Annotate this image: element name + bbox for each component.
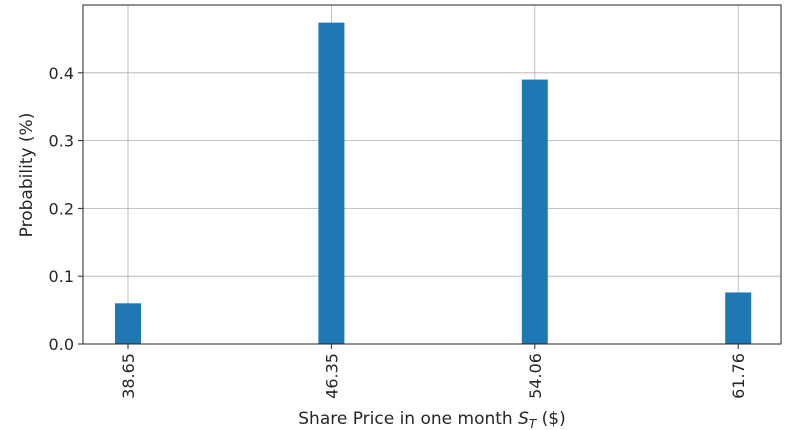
y-tick-label: 0.2 [49, 199, 74, 218]
y-tick-label: 0.1 [49, 267, 74, 286]
x-tick-label: 54.06 [526, 353, 545, 399]
x-tick-label: 38.65 [119, 353, 138, 399]
x-axis-label: Share Price in one month ST ($) [298, 409, 565, 430]
bar-46.35 [318, 22, 345, 345]
plot-frame [82, 4, 782, 345]
bar-38.65 [115, 303, 141, 344]
x-axis-ticks: 38.65 46.35 54.06 61.76 [119, 344, 748, 399]
grid-lines [83, 5, 781, 345]
x-axis-label-var: S [518, 409, 529, 429]
x-axis-label-sub: T [529, 417, 538, 430]
y-axis-ticks: 0.0 0.1 0.2 0.3 0.4 [49, 64, 83, 354]
bar-54.06 [521, 79, 548, 344]
x-axis-label-prefix: Share Price in one month [298, 409, 518, 429]
y-tick-label: 0.3 [49, 132, 74, 151]
bar-61.76 [725, 292, 752, 344]
y-axis-label: Probability (%) [17, 113, 37, 238]
x-tick-label: 61.76 [729, 353, 748, 399]
bars [115, 22, 752, 345]
y-tick-label: 0.0 [49, 335, 74, 354]
y-tick-label: 0.4 [49, 64, 74, 83]
x-axis-label-suffix: ($) [536, 409, 565, 429]
x-tick-label: 46.35 [322, 353, 341, 399]
